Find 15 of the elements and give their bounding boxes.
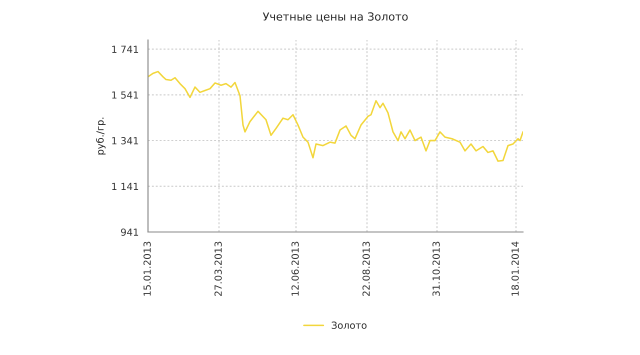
x-tick-label: 12.06.2013 (291, 242, 299, 296)
x-tick-label: 27.03.2013 (214, 242, 222, 296)
x-tick-label: 22.08.2013 (362, 242, 370, 296)
y-tick-label: 1 741 (112, 46, 138, 53)
x-tick-label: 31.10.2013 (432, 242, 440, 296)
y-axis-title: руб./гр. (96, 118, 106, 154)
chart-title: Учетные цены на Золото (262, 12, 408, 22)
y-tick-label: 1 341 (112, 137, 138, 144)
y-tick-label: 1 141 (112, 182, 138, 190)
x-tick-label: 15.01.2013 (143, 242, 151, 296)
y-tick-label: 941 (121, 228, 138, 236)
legend-label: Золото (332, 322, 367, 329)
x-tick-label: 18.01.2014 (511, 242, 519, 296)
y-tick-label: 1 541 (112, 91, 138, 99)
line-series (148, 70, 523, 162)
